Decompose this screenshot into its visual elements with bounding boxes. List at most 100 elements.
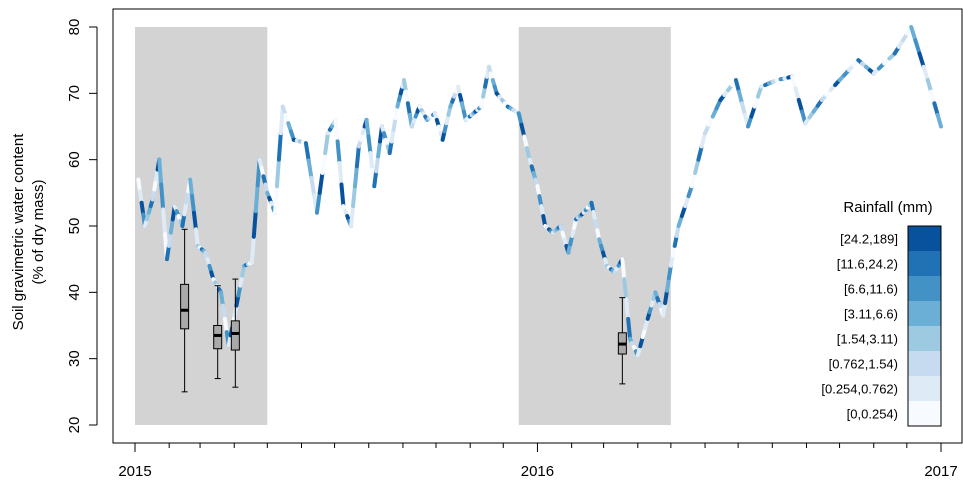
series-segment	[689, 170, 698, 189]
series-segment	[335, 139, 342, 165]
y-tick-label: 50	[66, 218, 83, 235]
legend-swatch	[908, 376, 941, 401]
series-segment	[274, 157, 281, 189]
boxplot-box	[213, 325, 223, 350]
y-axis-label: Soil gravimetric water content (% of dry…	[10, 133, 47, 331]
series-segment	[193, 227, 200, 248]
y-tick-label: 30	[66, 350, 83, 367]
series-segment	[273, 184, 279, 215]
series-segment	[251, 209, 258, 239]
boxplot	[617, 297, 627, 385]
series-segment	[699, 131, 708, 149]
x-tick-label: 2017	[924, 463, 957, 480]
boxplot	[213, 285, 223, 380]
legend-frame	[907, 225, 942, 427]
legend-label: [6.6,11.6)	[844, 282, 898, 297]
series-segment	[159, 182, 166, 212]
series-segment	[249, 234, 256, 265]
series-segment	[320, 151, 328, 175]
series-segment	[622, 277, 629, 301]
series-segment	[157, 157, 164, 187]
x-axis: 2015 2016 2017	[118, 442, 958, 480]
series-segment	[620, 257, 627, 282]
series-segment	[932, 101, 940, 117]
boxplot-box	[230, 320, 240, 351]
series-segment	[368, 151, 375, 172]
series-segment	[661, 301, 668, 318]
series-segment	[354, 144, 361, 169]
series-segment	[793, 86, 801, 102]
y-tick-label: 70	[66, 85, 83, 102]
series-segment	[309, 175, 317, 198]
boxplots	[180, 228, 627, 393]
series-segment	[666, 263, 673, 281]
legend-label: [3.11,6.6)	[844, 307, 898, 322]
shaded-period	[135, 27, 268, 425]
series-segment	[333, 117, 340, 144]
series-segment	[323, 131, 330, 156]
series-segment	[317, 170, 325, 195]
series-segment	[220, 303, 227, 321]
boxplot	[180, 228, 190, 393]
y-tick-label: 40	[66, 284, 83, 301]
legend-swatch	[908, 301, 941, 326]
legend-swatch	[908, 226, 941, 251]
legend-label: [0,0.254)	[847, 407, 898, 422]
y-tick-label: 80	[66, 19, 83, 36]
series-segment	[306, 158, 314, 180]
legend-label: [0.762,1.54)	[829, 357, 898, 372]
boxplot-box	[180, 283, 190, 330]
series-segment	[790, 74, 798, 91]
series-segment	[349, 204, 356, 228]
series-segment	[161, 207, 168, 237]
series-segment	[921, 64, 930, 83]
series-segment	[190, 194, 196, 215]
x-tick-label: 2016	[521, 463, 554, 480]
series-segment	[925, 78, 934, 94]
series-segment	[796, 97, 805, 114]
legend-swatch	[908, 351, 941, 376]
legend-swatch	[908, 401, 941, 426]
legend-label: [24.2,189]	[840, 232, 898, 247]
series-segment	[166, 230, 173, 248]
series-segment	[663, 288, 670, 306]
series-segment	[351, 184, 357, 209]
series-segment	[372, 169, 379, 189]
legend-swatch	[908, 251, 941, 276]
series-segment	[339, 182, 346, 209]
legend-swatch	[908, 326, 941, 351]
series-segment	[364, 117, 371, 139]
series-segment	[374, 154, 381, 174]
series-segment	[917, 51, 926, 69]
y-axis-label-line1: Soil gravimetric water content	[10, 133, 27, 331]
series-segment	[164, 243, 171, 262]
series-segment	[314, 190, 322, 215]
series-segment	[909, 25, 918, 43]
legend-swatch	[908, 276, 941, 301]
legend-label: [1.54,3.11)	[837, 332, 898, 347]
y-tick-label: 60	[66, 151, 83, 168]
y-axis: 20 30 40 50 60 70 80	[66, 19, 98, 433]
series-segment	[913, 38, 922, 56]
series-segment	[222, 316, 229, 335]
series-line	[136, 25, 943, 358]
series-segment	[191, 210, 198, 232]
series-segment	[693, 157, 701, 175]
series-segment	[929, 89, 937, 106]
series-segment	[276, 131, 283, 162]
series-segment	[337, 160, 344, 187]
series-segment	[366, 134, 373, 156]
series-segment	[219, 290, 225, 308]
series-segment	[168, 217, 175, 235]
series-segment	[935, 112, 943, 129]
series-segment	[303, 141, 311, 163]
x-tick-label: 2015	[118, 463, 151, 480]
legend-label: [0.254,0.762)	[821, 382, 898, 397]
series-segment	[352, 164, 359, 189]
series-segment	[696, 144, 704, 162]
legend-title: Rainfall (mm)	[843, 199, 932, 216]
series-segment	[624, 296, 631, 321]
series-segment	[376, 139, 383, 159]
series-segment	[253, 183, 260, 214]
